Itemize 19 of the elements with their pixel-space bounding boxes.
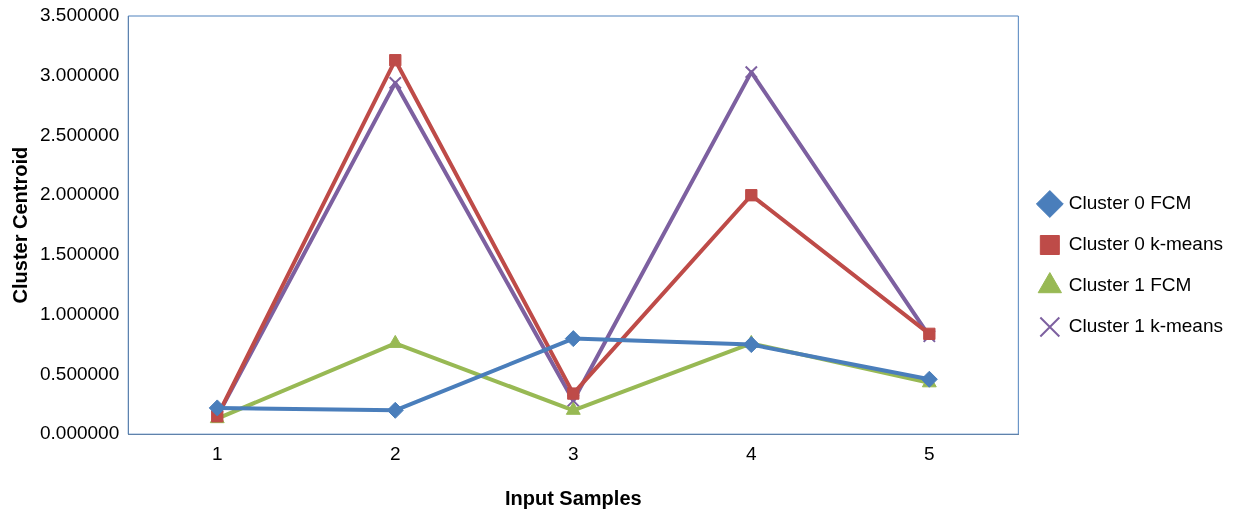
x-tick-label: 4	[746, 442, 758, 464]
y-tick-label: 1.000000	[40, 302, 120, 324]
y-tick-label: 0.000000	[40, 422, 120, 444]
y-tick-label: 2.000000	[40, 183, 120, 205]
y-tick-label: 3.000000	[40, 63, 120, 85]
x-axis-title: Input Samples	[504, 486, 642, 509]
x-tick-label: 5	[924, 442, 935, 464]
legend-label: Cluster 1 k-means	[1068, 315, 1224, 337]
legend-label: Cluster 0 k-means	[1068, 233, 1224, 255]
x-tick-label: 1	[211, 442, 223, 464]
legend-label: Cluster 0 FCM	[1068, 192, 1192, 214]
y-tick-label: 2.500000	[40, 123, 120, 145]
x-tick-label: 3	[568, 442, 579, 464]
legend-label: Cluster 1 FCM	[1068, 274, 1192, 296]
y-tick-label: 0.500000	[40, 362, 120, 384]
y-tick-label: 1.500000	[40, 243, 120, 265]
x-tick-label: 2	[389, 442, 401, 464]
y-tick-label: 3.500000	[40, 4, 120, 26]
y-axis-title: Cluster Centroid	[8, 146, 31, 304]
